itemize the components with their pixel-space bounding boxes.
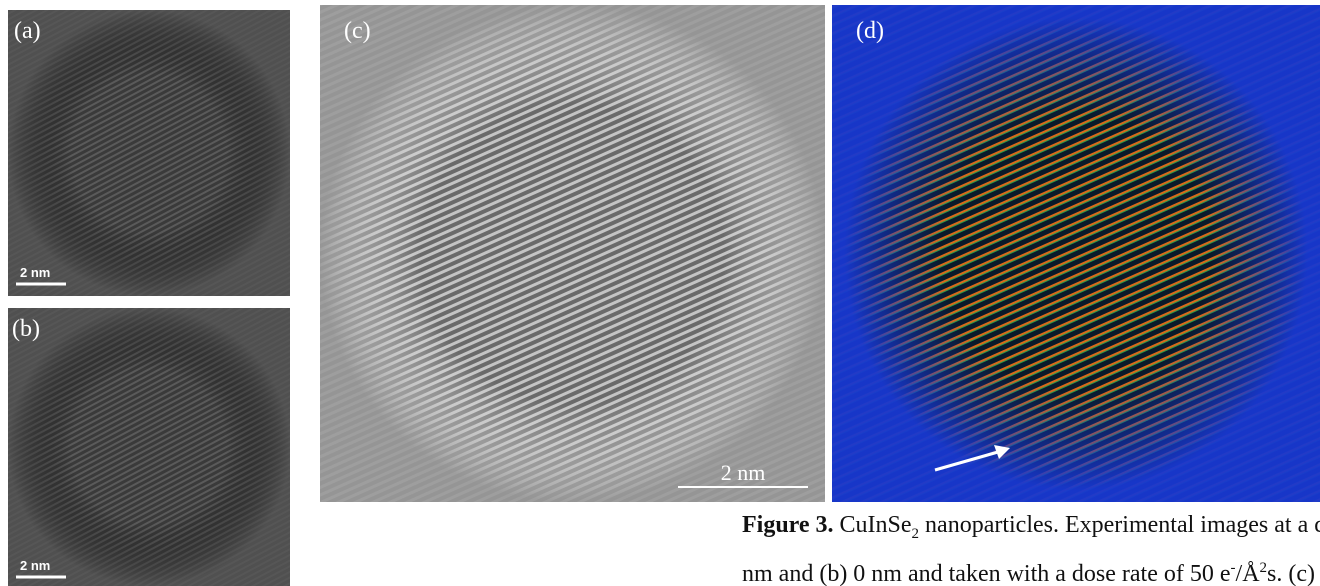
- superscript: -: [1230, 559, 1236, 576]
- vignette: [320, 5, 825, 502]
- arrow: [934, 450, 999, 472]
- scale-bar-label: 2 nm: [20, 265, 50, 280]
- panel-label: (a): [14, 18, 41, 44]
- caption-line: Figure 3. CuInSe2 nanoparticles. Experim…: [742, 508, 1320, 551]
- vignette: [8, 10, 290, 296]
- caption-text: /Å: [1235, 560, 1260, 586]
- scale-bar-label: 2 nm: [20, 558, 50, 573]
- vignette: [8, 308, 290, 586]
- caption-line: nm and (b) 0 nm and taken with a dose ra…: [742, 551, 1320, 586]
- vignette: [832, 5, 1320, 502]
- caption-text: nm and (b) 0 nm and taken with a dose ra…: [742, 560, 1231, 586]
- caption-text: CuInSe: [833, 512, 912, 538]
- panel-label: (d): [856, 18, 884, 44]
- figure-number: Figure 3.: [742, 512, 834, 538]
- caption-text: s. (c) Phase image after: [1267, 560, 1320, 586]
- caption-text: nanoparticles. Experimental images at a …: [925, 512, 1320, 538]
- superscript: 2: [1259, 559, 1268, 576]
- scale-bar-label: 2 nm: [721, 460, 766, 485]
- panel-label: (b): [12, 316, 40, 342]
- panel-label: (c): [344, 18, 371, 44]
- subscript: 2: [911, 525, 920, 542]
- caption: Figure 3. CuInSe2 nanoparticles. Experim…: [742, 508, 1320, 586]
- arrow-head: [994, 445, 1010, 459]
